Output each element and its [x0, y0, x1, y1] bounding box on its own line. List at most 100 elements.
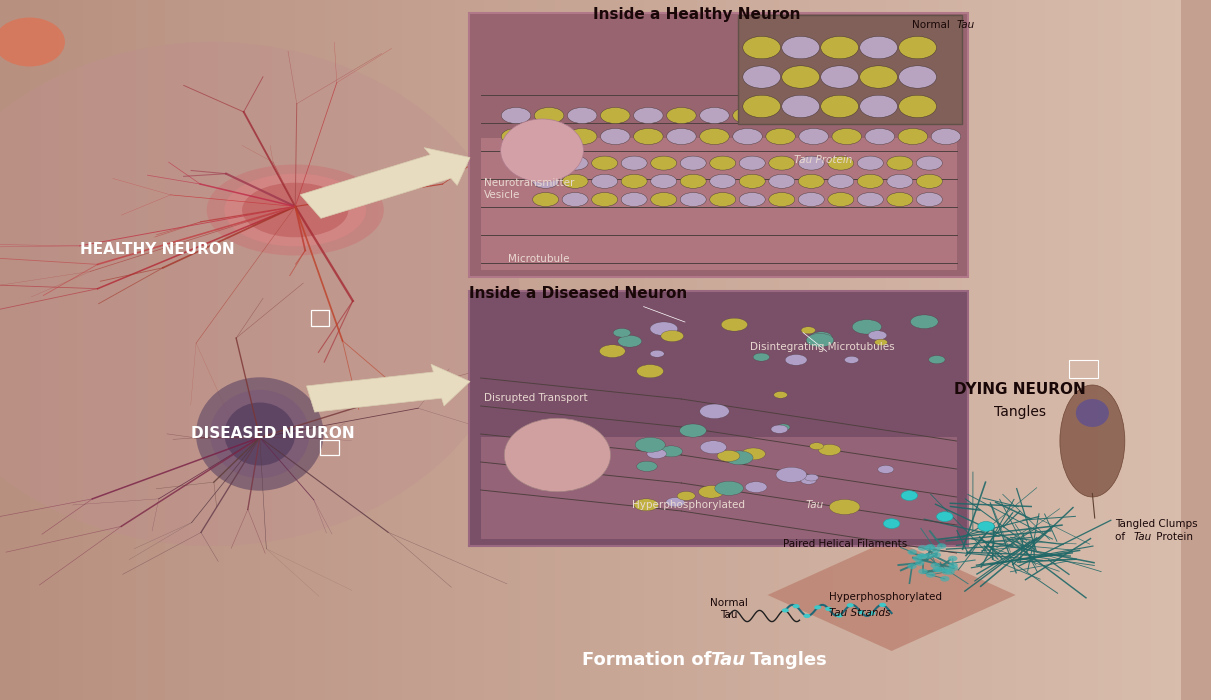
- Ellipse shape: [765, 129, 796, 144]
- Ellipse shape: [699, 486, 724, 498]
- Ellipse shape: [917, 174, 942, 188]
- Ellipse shape: [776, 424, 790, 430]
- Circle shape: [836, 613, 843, 617]
- Circle shape: [782, 36, 820, 59]
- Ellipse shape: [637, 461, 658, 471]
- Ellipse shape: [739, 156, 765, 170]
- Ellipse shape: [886, 193, 913, 206]
- Ellipse shape: [807, 333, 833, 347]
- Circle shape: [946, 569, 954, 575]
- Ellipse shape: [666, 498, 684, 507]
- Ellipse shape: [562, 193, 589, 206]
- Ellipse shape: [681, 193, 706, 206]
- Ellipse shape: [635, 499, 659, 511]
- Circle shape: [899, 66, 936, 88]
- Polygon shape: [768, 539, 1016, 651]
- Ellipse shape: [681, 174, 706, 188]
- Text: Inside a Healthy Neuron: Inside a Healthy Neuron: [593, 7, 800, 22]
- Ellipse shape: [774, 391, 787, 398]
- Circle shape: [931, 547, 941, 552]
- Ellipse shape: [828, 193, 854, 206]
- Circle shape: [913, 556, 922, 561]
- Ellipse shape: [865, 129, 895, 144]
- Circle shape: [930, 563, 940, 568]
- Ellipse shape: [601, 129, 630, 144]
- Ellipse shape: [917, 156, 942, 170]
- Text: Disintegrating Microtubules: Disintegrating Microtubules: [750, 342, 895, 351]
- Circle shape: [940, 576, 949, 582]
- Circle shape: [899, 36, 936, 59]
- Ellipse shape: [798, 156, 825, 170]
- Ellipse shape: [810, 442, 823, 449]
- Ellipse shape: [534, 129, 564, 144]
- Text: Disrupted Transport: Disrupted Transport: [484, 393, 587, 403]
- Circle shape: [821, 95, 859, 118]
- Ellipse shape: [592, 156, 618, 170]
- Ellipse shape: [853, 320, 882, 334]
- Ellipse shape: [733, 129, 762, 144]
- Ellipse shape: [899, 129, 928, 144]
- Circle shape: [932, 567, 942, 573]
- Ellipse shape: [800, 477, 816, 484]
- Ellipse shape: [211, 390, 309, 478]
- Ellipse shape: [931, 108, 960, 123]
- Ellipse shape: [819, 444, 840, 456]
- Text: Tangles: Tangles: [994, 405, 1046, 419]
- Text: Tau: Tau: [957, 20, 975, 29]
- Circle shape: [926, 572, 935, 578]
- Circle shape: [931, 552, 941, 558]
- Circle shape: [821, 36, 859, 59]
- Text: Neurotransmitter
Vesicle: Neurotransmitter Vesicle: [484, 178, 574, 200]
- Ellipse shape: [769, 174, 794, 188]
- Circle shape: [936, 512, 953, 522]
- Ellipse shape: [601, 108, 630, 123]
- Ellipse shape: [769, 156, 794, 170]
- Ellipse shape: [650, 193, 677, 206]
- FancyBboxPatch shape: [469, 13, 969, 276]
- Ellipse shape: [828, 156, 854, 170]
- Circle shape: [814, 606, 821, 610]
- Ellipse shape: [618, 335, 642, 347]
- Ellipse shape: [700, 441, 727, 454]
- Ellipse shape: [717, 450, 740, 461]
- Ellipse shape: [647, 449, 666, 458]
- Circle shape: [901, 491, 918, 500]
- Circle shape: [918, 554, 928, 559]
- Circle shape: [949, 566, 958, 571]
- Ellipse shape: [568, 108, 597, 123]
- Ellipse shape: [621, 174, 647, 188]
- Circle shape: [918, 545, 928, 551]
- Circle shape: [868, 611, 876, 615]
- Circle shape: [977, 522, 994, 531]
- Ellipse shape: [710, 174, 736, 188]
- Ellipse shape: [917, 193, 942, 206]
- Text: Tau Protein: Tau Protein: [793, 155, 853, 165]
- Circle shape: [825, 607, 832, 611]
- Ellipse shape: [725, 451, 753, 465]
- Text: Hyperphosphorylated: Hyperphosphorylated: [632, 500, 748, 510]
- Ellipse shape: [661, 330, 683, 342]
- Ellipse shape: [899, 108, 928, 123]
- Ellipse shape: [666, 129, 696, 144]
- Ellipse shape: [739, 193, 765, 206]
- Ellipse shape: [679, 424, 706, 438]
- Ellipse shape: [637, 365, 664, 378]
- Ellipse shape: [534, 108, 564, 123]
- Ellipse shape: [700, 404, 729, 419]
- Ellipse shape: [562, 174, 589, 188]
- Circle shape: [942, 567, 952, 573]
- Circle shape: [742, 36, 781, 59]
- Ellipse shape: [224, 402, 295, 466]
- Ellipse shape: [677, 491, 695, 500]
- Circle shape: [782, 608, 788, 612]
- Ellipse shape: [0, 18, 65, 66]
- Ellipse shape: [562, 156, 589, 170]
- Ellipse shape: [681, 156, 706, 170]
- Ellipse shape: [865, 108, 895, 123]
- Ellipse shape: [832, 129, 861, 144]
- Ellipse shape: [769, 193, 794, 206]
- Ellipse shape: [592, 174, 618, 188]
- FancyBboxPatch shape: [481, 137, 957, 270]
- Circle shape: [937, 543, 946, 549]
- Ellipse shape: [635, 438, 665, 452]
